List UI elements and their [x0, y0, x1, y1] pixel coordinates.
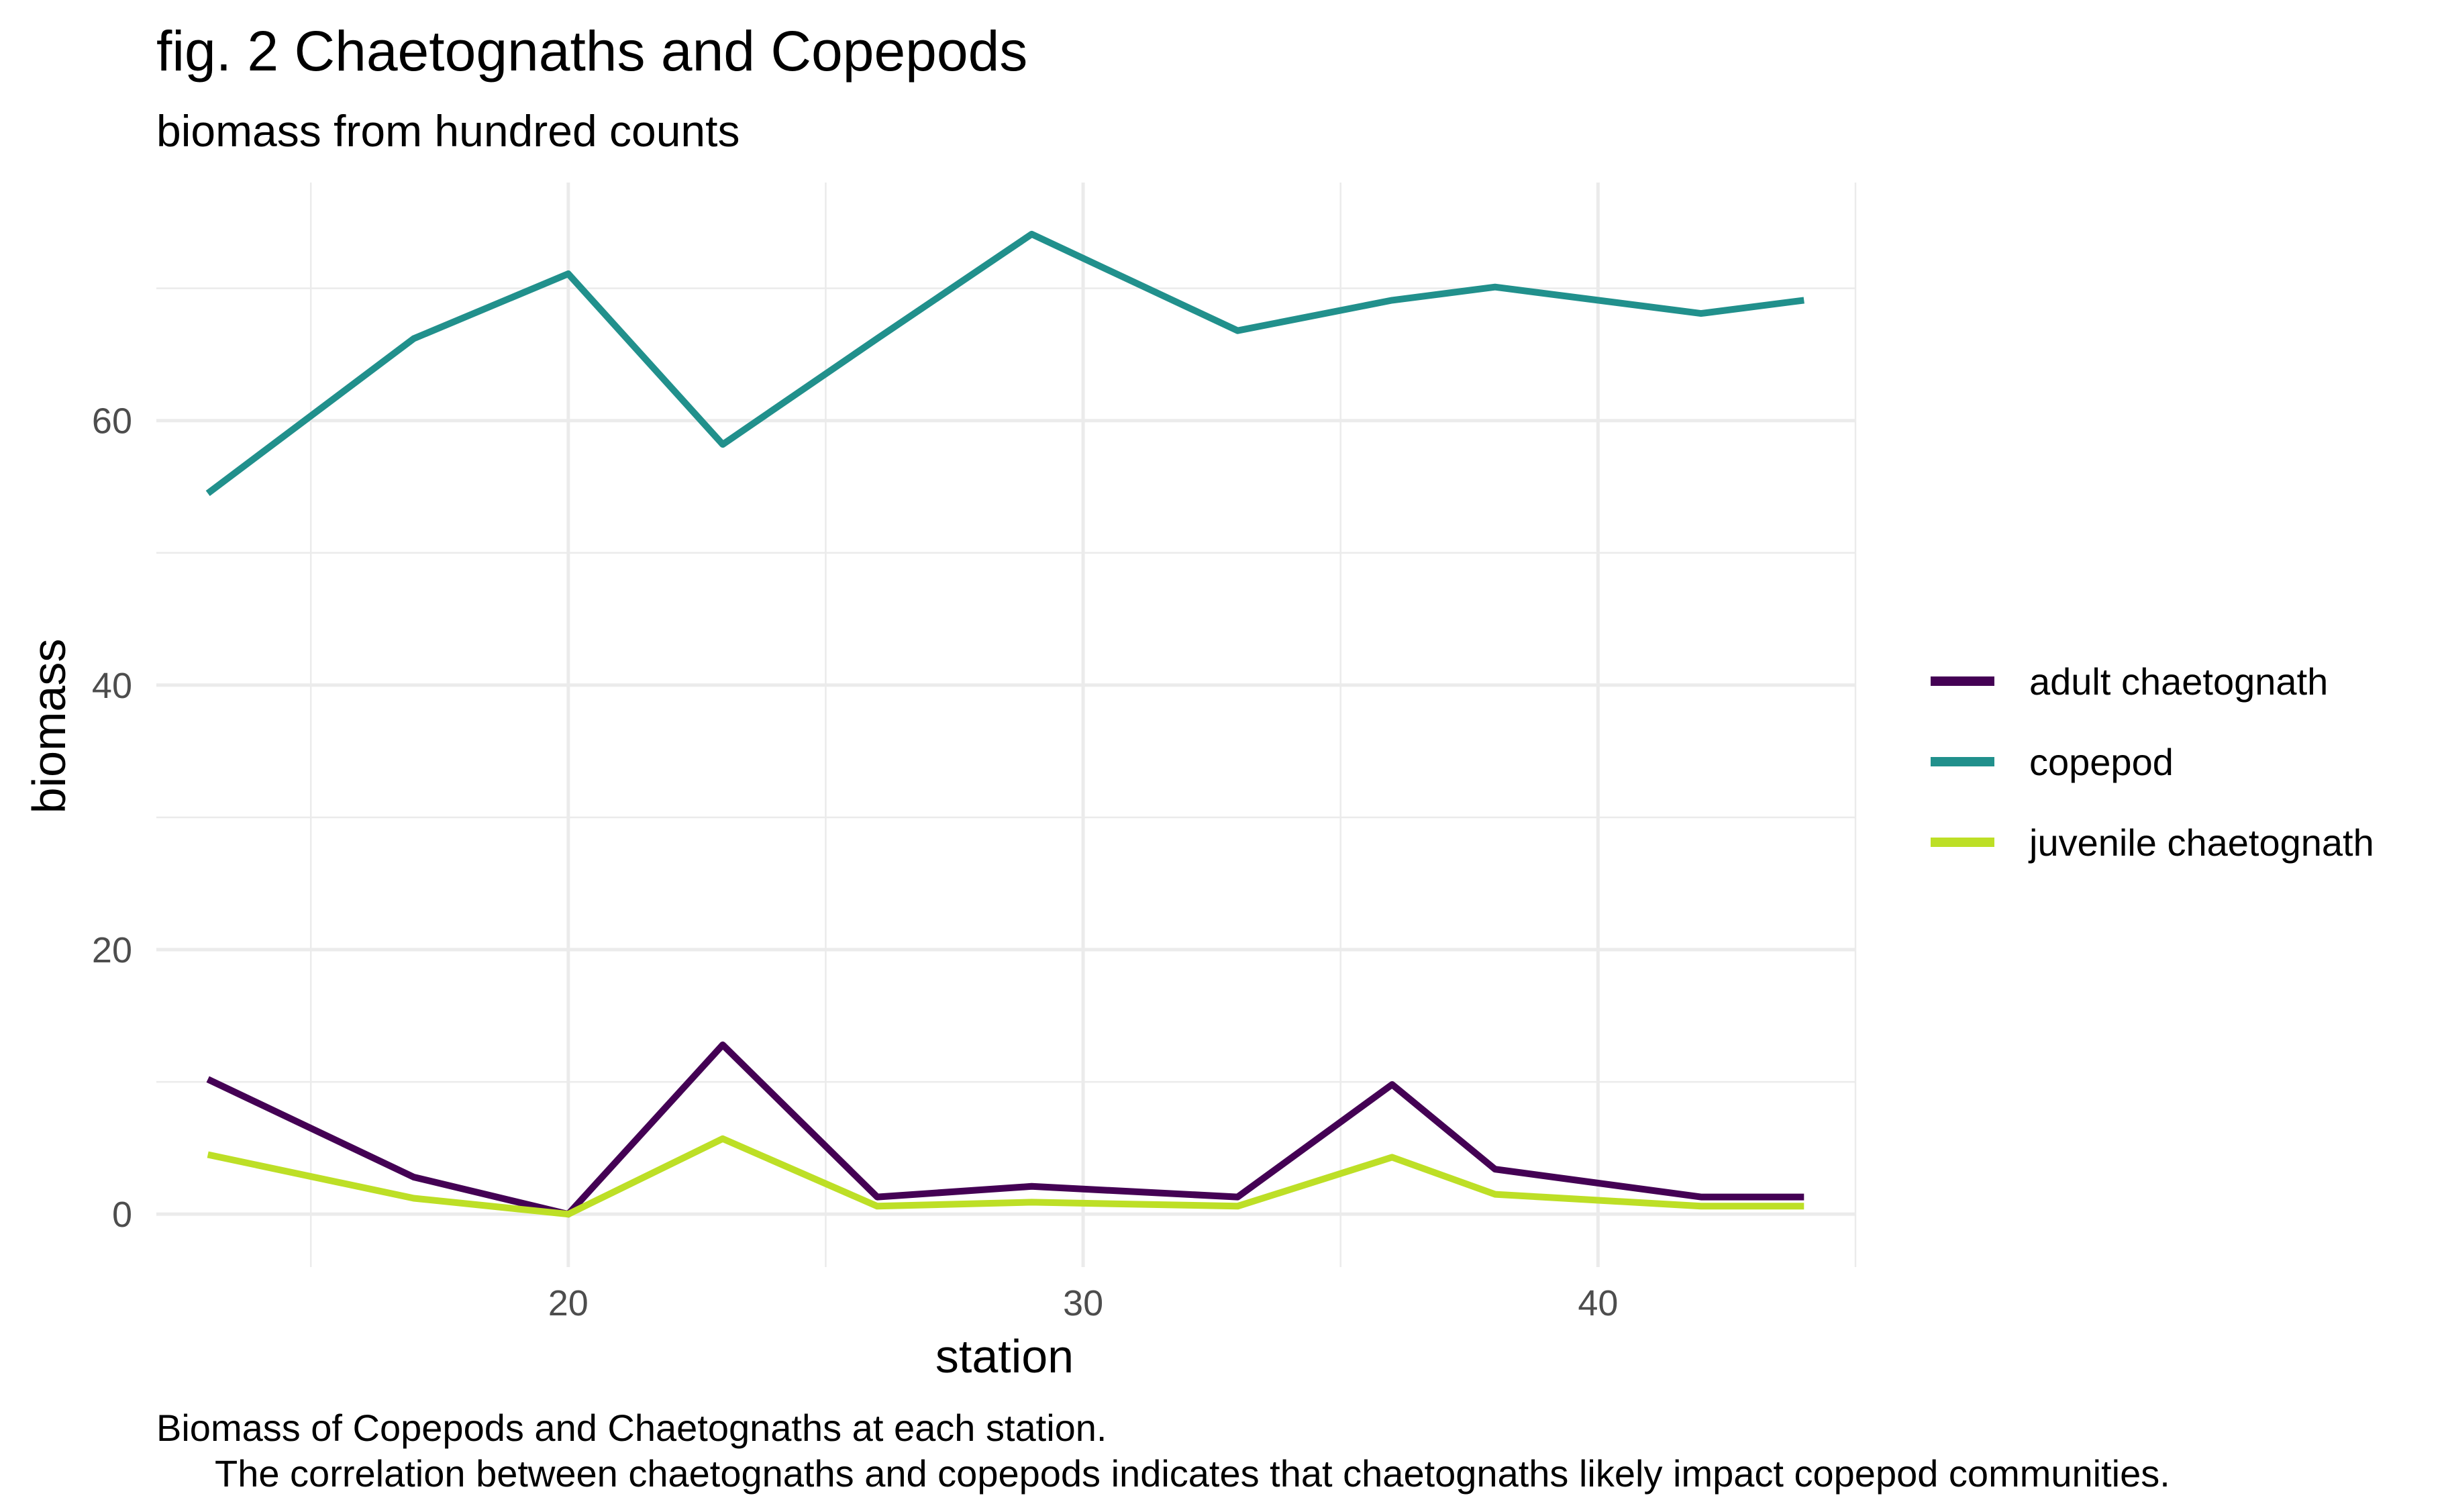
- x-axis-ticks: 20 30 40: [548, 1283, 1619, 1323]
- series-line-adult-chaetognath: [206, 1041, 1804, 1218]
- y-axis-title: biomass: [23, 639, 75, 814]
- y-tick-label: 0: [112, 1195, 132, 1235]
- x-tick-label: 20: [548, 1283, 589, 1323]
- major-gridlines: [156, 183, 1855, 1267]
- x-axis-title: station: [935, 1330, 1074, 1382]
- chart-title: fig. 2 Chaetognaths and Copepods: [156, 19, 1027, 83]
- legend-label-copepod: copepod: [2029, 741, 2174, 783]
- x-tick-label: 40: [1578, 1283, 1618, 1323]
- legend: adult chaetognath copepod juvenile chaetog…: [1931, 660, 2374, 864]
- plot-panel: [156, 183, 1857, 1267]
- y-tick-label: 20: [92, 930, 132, 970]
- caption-line-2: The correlation between chaetognaths and…: [215, 1452, 2170, 1495]
- y-tick-label: 40: [92, 666, 132, 706]
- minor-gridlines: [156, 183, 1857, 1267]
- x-tick-label: 30: [1063, 1283, 1103, 1323]
- data-series: [205, 230, 1804, 1218]
- y-tick-label: 60: [92, 401, 132, 442]
- y-axis-ticks: 0 20 40 60: [92, 401, 132, 1235]
- legend-label-adult-chaetognath: adult chaetognath: [2029, 660, 2328, 703]
- legend-label-juvenile-chaetognath: juvenile chaetognath: [2028, 821, 2374, 864]
- caption-line-1: Biomass of Copepods and Chaetognaths at …: [156, 1407, 1107, 1449]
- series-line-copepod: [205, 230, 1804, 497]
- series-line-juvenile-chaetognath: [207, 1135, 1804, 1218]
- chart-subtitle: biomass from hundred counts: [156, 106, 740, 156]
